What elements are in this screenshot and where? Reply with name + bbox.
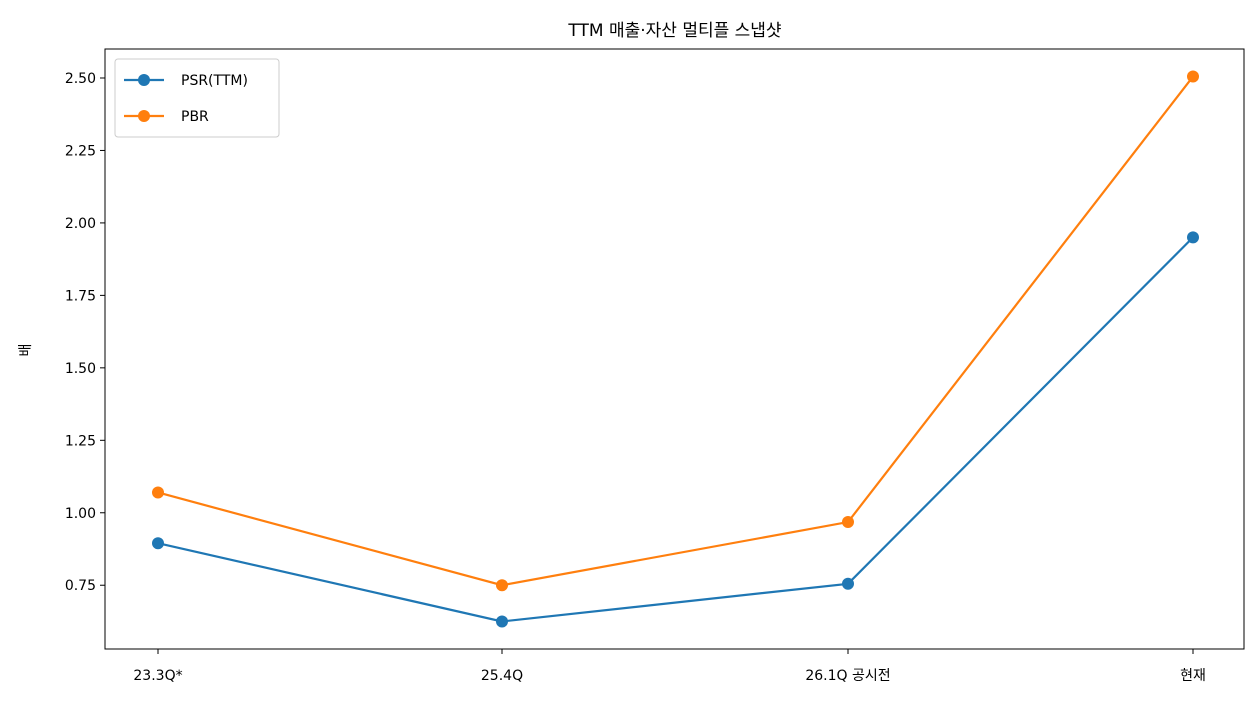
x-tick-label: 현재 (1180, 668, 1206, 684)
data-point (1187, 231, 1199, 244)
data-point (496, 615, 508, 628)
y-tick-label: 2.50 (65, 71, 96, 87)
series-psr (152, 231, 1199, 628)
data-point (152, 537, 164, 550)
y-axis: 0.75 1.00 1.25 1.50 1.75 2.00 2.25 2.50 (65, 71, 105, 594)
data-point (496, 579, 508, 592)
y-axis-label: 배 (18, 344, 34, 357)
series-line (157, 75, 1194, 587)
y-tick-label: 1.00 (65, 506, 96, 522)
x-tick-label: 23.3Q* (133, 668, 182, 684)
y-tick-label: 1.50 (65, 361, 96, 377)
legend-marker (138, 110, 150, 122)
legend-marker (138, 74, 150, 86)
chart-title: TTM 매출·자산 멀티플 스냅샷 (567, 21, 781, 41)
x-tick-label: 26.1Q 공시전 (805, 668, 890, 684)
series-line (157, 236, 1194, 623)
legend: PSR(TTM) PBR (114, 58, 280, 138)
x-tick-label: 25.4Q (481, 668, 523, 684)
y-tick-label: 2.00 (65, 216, 96, 232)
y-tick-label: 0.75 (65, 578, 96, 594)
legend-label: PBR (181, 109, 209, 125)
series-layer (152, 70, 1199, 628)
legend-label: PSR(TTM) (181, 73, 248, 89)
y-tick-label: 2.25 (65, 143, 96, 159)
data-point (152, 486, 164, 499)
x-axis: 23.3Q* 25.4Q 26.1Q 공시전 현재 (133, 649, 1206, 684)
y-tick-label: 1.75 (65, 288, 96, 304)
series-pbr (152, 70, 1199, 592)
data-point (1187, 70, 1199, 83)
data-point (842, 516, 854, 529)
legend-item: PBR (124, 109, 209, 125)
legend-item: PSR(TTM) (124, 73, 248, 89)
legend-box (114, 58, 280, 138)
plot-area-frame (104, 48, 1245, 650)
y-tick-label: 1.25 (65, 433, 96, 449)
data-point (842, 577, 854, 590)
